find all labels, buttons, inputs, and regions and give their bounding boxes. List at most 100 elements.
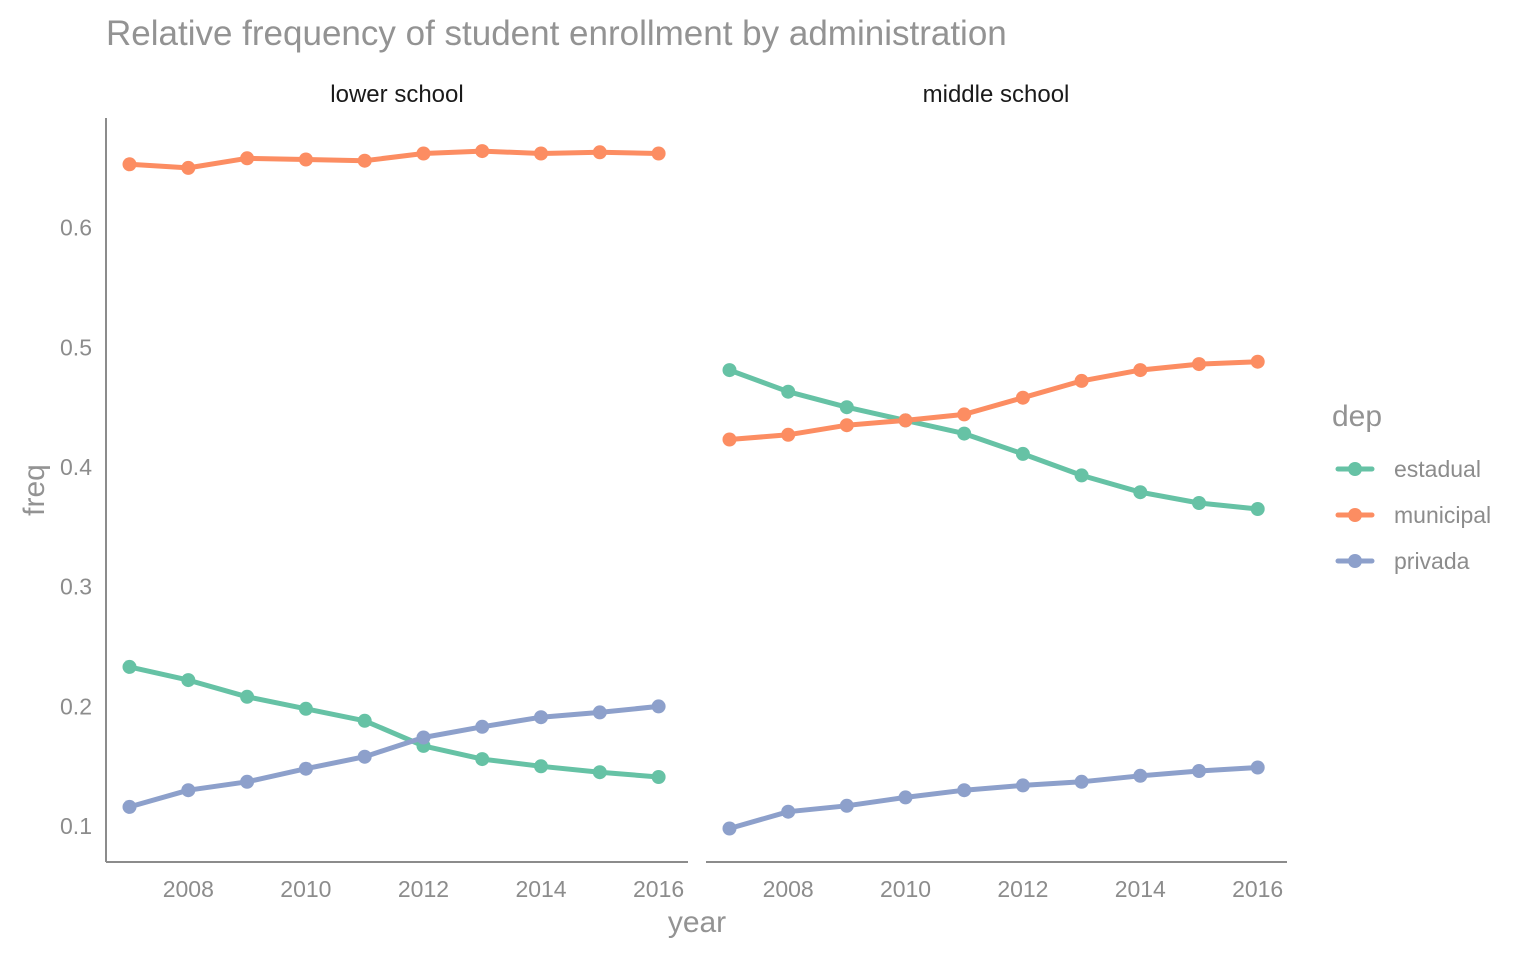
data-point-privada [240, 774, 255, 789]
panel-marks-lower-school [122, 144, 666, 814]
x-tick-label: 2010 [880, 876, 931, 902]
data-point-municipal [957, 407, 972, 422]
panel-label-lower-school: lower school [330, 81, 463, 108]
x-tick-label: 2016 [1232, 876, 1283, 902]
data-point-municipal [1074, 373, 1089, 388]
y-axis-ticks: 0.1 0.2 0.3 0.4 0.5 0.6 [60, 215, 92, 839]
legend-label-municipal: municipal [1394, 502, 1491, 528]
x-tick-label: 2016 [633, 876, 684, 902]
data-point-municipal [122, 157, 137, 172]
data-point-municipal [181, 160, 196, 175]
data-point-municipal [475, 144, 490, 159]
panel-label-middle-school: middle school [923, 81, 1070, 108]
data-point-municipal [298, 152, 313, 167]
data-point-privada [475, 719, 490, 734]
data-point-privada [298, 761, 313, 776]
legend-key-point-municipal [1348, 508, 1362, 522]
data-point-privada [416, 730, 431, 745]
data-point-privada [1192, 764, 1206, 778]
data-point-estadual [1015, 446, 1030, 461]
data-point-privada [592, 705, 607, 720]
data-point-municipal [651, 146, 666, 161]
data-point-municipal [781, 427, 796, 442]
panel-axes-lower-school: 2008 2010 2012 2014 2016 [105, 118, 688, 902]
legend-entries: estadual municipal privada [1335, 456, 1491, 574]
data-point-privada [357, 749, 372, 764]
data-point-estadual [651, 770, 666, 784]
panel-middle-school: middle school 2008 2010 2012 2014 2016 [706, 81, 1287, 902]
data-point-municipal [240, 151, 255, 166]
data-point-municipal [534, 146, 548, 161]
y-tick-label: 0.6 [60, 215, 92, 241]
series-line-estadual [127, 664, 662, 780]
data-point-estadual [1074, 468, 1089, 483]
data-point-privada [1250, 760, 1265, 775]
data-point-estadual [839, 400, 854, 415]
panel-lower-school: lower school 2008 2010 2012 2014 2016 [105, 81, 688, 902]
data-point-estadual [592, 765, 607, 780]
data-point-municipal [357, 153, 372, 168]
data-point-privada [898, 790, 913, 805]
data-point-municipal [1015, 390, 1030, 405]
data-point-estadual [534, 759, 548, 774]
series-line-privada [127, 703, 662, 810]
data-point-privada [1074, 774, 1089, 789]
data-point-municipal [839, 418, 854, 433]
data-point-municipal [1192, 357, 1206, 372]
y-axis-title: freq [18, 464, 51, 516]
x-tick-label: 2014 [515, 876, 566, 902]
y-tick-label: 0.3 [60, 574, 92, 600]
x-tick-label: 2012 [398, 876, 449, 902]
x-axis-title: year [668, 906, 726, 939]
data-point-estadual [781, 384, 796, 399]
data-point-privada [722, 821, 737, 836]
data-point-privada [651, 699, 666, 714]
series-line-estadual [727, 367, 1261, 512]
series-line-municipal [127, 148, 662, 171]
data-point-privada [957, 783, 972, 798]
data-point-privada [1015, 778, 1030, 793]
x-tick-label: 2010 [280, 876, 331, 902]
data-point-estadual [1250, 502, 1265, 516]
data-point-estadual [122, 659, 137, 674]
data-point-municipal [1250, 354, 1265, 369]
legend-label-estadual: estadual [1394, 456, 1481, 482]
y-tick-label: 0.2 [60, 693, 92, 719]
data-point-estadual [357, 713, 372, 728]
y-tick-label: 0.4 [60, 454, 92, 480]
legend: dep estadual municipal privada [1332, 400, 1491, 574]
data-point-privada [122, 799, 137, 814]
x-tick-label: 2012 [997, 876, 1048, 902]
x-tick-label: 2014 [1115, 876, 1166, 902]
chart-title: Relative frequency of student enrollment… [106, 14, 1007, 53]
data-point-municipal [1133, 363, 1148, 378]
data-point-estadual [475, 752, 490, 767]
legend-key-point-privada [1348, 554, 1362, 568]
panel-marks-middle-school [722, 354, 1265, 836]
data-point-municipal [416, 146, 431, 161]
data-point-municipal [722, 432, 737, 447]
legend-key-point-estadual [1348, 462, 1362, 476]
y-tick-label: 0.5 [60, 334, 92, 360]
data-point-privada [781, 804, 796, 819]
data-point-estadual [957, 426, 972, 441]
data-point-estadual [1133, 485, 1148, 500]
x-tick-label: 2008 [763, 876, 814, 902]
data-point-municipal [592, 145, 607, 160]
data-point-estadual [1192, 496, 1206, 510]
legend-label-privada: privada [1394, 548, 1470, 574]
data-point-estadual [298, 701, 313, 716]
data-point-municipal [898, 413, 913, 428]
data-point-privada [1133, 768, 1148, 783]
data-point-privada [534, 710, 548, 725]
panel-axes-middle-school: 2008 2010 2012 2014 2016 [706, 861, 1287, 902]
series-line-privada [727, 765, 1261, 831]
data-point-privada [839, 798, 854, 813]
x-tick-label: 2008 [163, 876, 214, 902]
data-point-estadual [181, 673, 196, 688]
series-line-municipal [727, 359, 1261, 442]
data-point-privada [181, 783, 196, 798]
y-tick-label: 0.1 [60, 813, 92, 839]
data-point-estadual [240, 689, 255, 704]
